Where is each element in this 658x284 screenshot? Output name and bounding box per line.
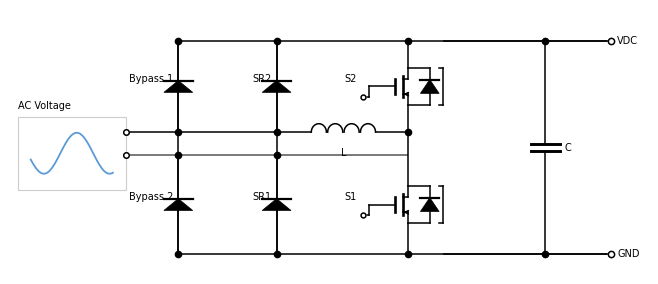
Polygon shape: [420, 80, 439, 93]
Polygon shape: [262, 199, 291, 210]
Text: S1: S1: [344, 192, 357, 202]
Polygon shape: [262, 81, 291, 92]
Text: GND: GND: [617, 249, 640, 260]
Text: SR2: SR2: [252, 74, 271, 84]
Text: SR1: SR1: [252, 192, 271, 202]
Text: S2: S2: [344, 74, 357, 84]
Text: L: L: [341, 148, 346, 158]
Text: VDC: VDC: [617, 36, 638, 46]
Text: AC Voltage: AC Voltage: [18, 101, 70, 111]
Polygon shape: [164, 199, 193, 210]
Bar: [18, 117, 126, 190]
Text: Bypass 1: Bypass 1: [129, 74, 173, 84]
Polygon shape: [164, 81, 193, 92]
Polygon shape: [420, 198, 439, 212]
Text: Bypass 2: Bypass 2: [129, 192, 173, 202]
Text: C: C: [565, 143, 572, 153]
